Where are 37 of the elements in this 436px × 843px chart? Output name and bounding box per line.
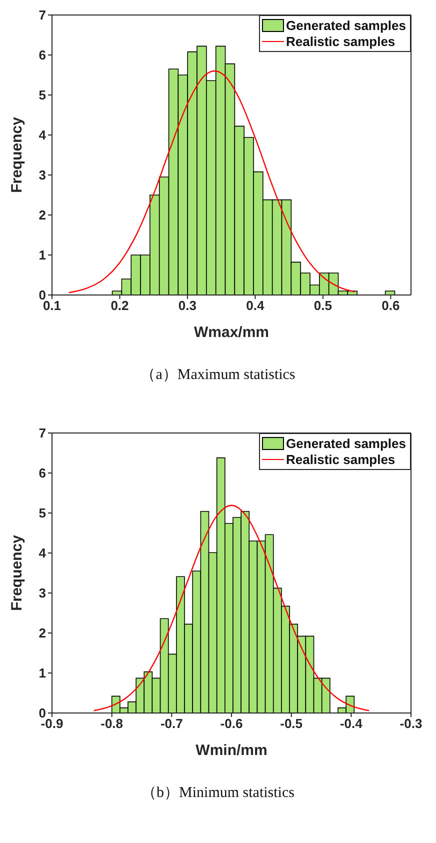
y-tick-label: 1 bbox=[38, 248, 46, 263]
text: （b）Minimum statistics bbox=[140, 784, 296, 802]
x-tick-label: -0.4 bbox=[340, 716, 364, 732]
text: （a）Maximum statistics bbox=[140, 366, 296, 384]
x-axis-title: Wmin/mm bbox=[196, 742, 268, 759]
y-tick-label: 5 bbox=[38, 506, 46, 521]
y-tick-label: 5 bbox=[38, 88, 46, 103]
y-tick-label: 6 bbox=[38, 48, 46, 63]
x-tick-label: 0.5 bbox=[314, 298, 332, 314]
y-tick-label: 3 bbox=[38, 586, 46, 601]
y-axis-title: Frequency bbox=[8, 534, 26, 611]
y-tick-label: 2 bbox=[38, 626, 46, 641]
x-tick-label: 0.3 bbox=[178, 298, 197, 314]
y-tick-label: 7 bbox=[38, 426, 46, 441]
y-axis-title: Frequency bbox=[8, 116, 26, 193]
y-tick-label: 4 bbox=[38, 546, 47, 561]
legend-label: Generated samples bbox=[286, 18, 406, 32]
y-tick-label: 1 bbox=[38, 666, 46, 681]
y-tick-label: 7 bbox=[38, 8, 46, 23]
y-tick-label: 2 bbox=[38, 208, 46, 223]
y-tick-label: 4 bbox=[38, 128, 47, 143]
x-tick-label: -0.5 bbox=[280, 716, 303, 732]
x-tick-label: 0.2 bbox=[110, 298, 129, 314]
x-tick-label: 0.1 bbox=[42, 298, 62, 314]
legend-label: Realistic samples bbox=[286, 452, 396, 466]
y-tick-label: 3 bbox=[38, 168, 46, 183]
x-tick-label: -0.3 bbox=[400, 716, 422, 732]
x-tick-label: -0.6 bbox=[220, 716, 243, 732]
line-series bbox=[93, 504, 370, 712]
x-tick-label: -0.8 bbox=[100, 716, 124, 732]
legend-label: Generated samples bbox=[286, 436, 406, 450]
x-tick-label: 0.6 bbox=[382, 298, 400, 314]
x-tick-label: -0.7 bbox=[160, 716, 183, 732]
x-tick-label: 0.4 bbox=[246, 298, 266, 314]
legend-label: Realistic samples bbox=[286, 34, 396, 48]
x-axis-title: Wmax/mm bbox=[194, 324, 270, 341]
y-tick-label: 6 bbox=[38, 466, 46, 481]
